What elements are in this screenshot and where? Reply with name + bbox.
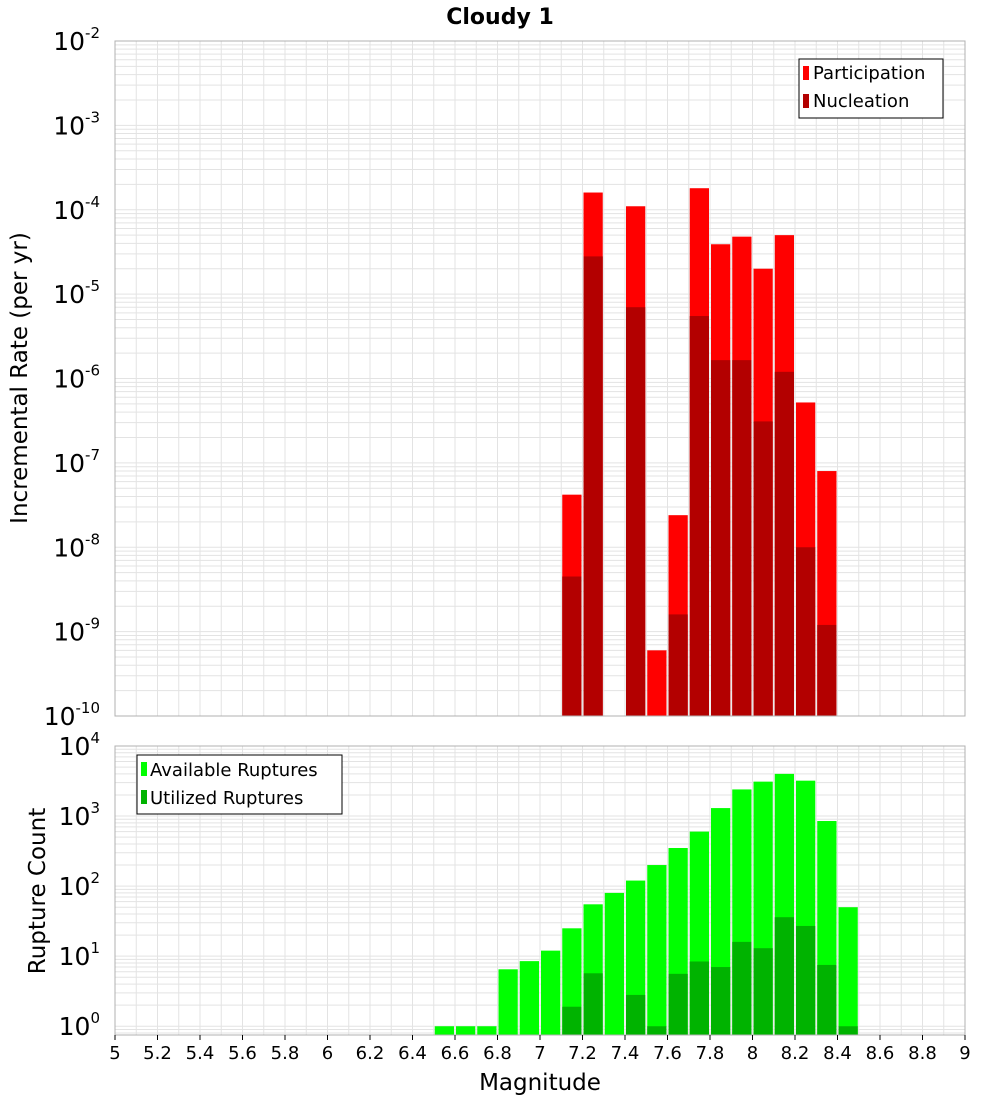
top-frame	[114, 40, 966, 717]
nucleation-bar	[626, 307, 646, 716]
y-tick-label: 103	[59, 799, 100, 831]
legend-label-nucleation: Nucleation	[813, 91, 909, 112]
y-tick-label: 10-5	[53, 277, 100, 309]
nucleation-bar	[583, 256, 603, 716]
x-axis-label: Magnitude	[479, 1070, 601, 1096]
available-ruptures-bar	[647, 865, 667, 1035]
x-tick-label: 6.2	[356, 1043, 385, 1064]
utilized-ruptures-bar	[689, 961, 709, 1035]
participation-bar	[647, 650, 667, 716]
top-y-ticks: 10-10 10-9 10-8 10-7 10-6 10-5 10-4 10-3 10-2	[44, 24, 100, 731]
nucleation-bar	[732, 360, 752, 716]
x-tick-label: 5.6	[228, 1043, 257, 1064]
bottom-legend-box	[136, 754, 343, 815]
x-tick-label: 9	[959, 1043, 970, 1064]
x-tick-label: 7.6	[653, 1043, 682, 1064]
nucleation-bar	[817, 624, 837, 716]
x-tick-label: 8.2	[781, 1043, 810, 1064]
y-tick-label: 10-10	[44, 699, 100, 731]
x-tick-label: 5	[109, 1043, 120, 1064]
x-tick-label: 8.8	[908, 1043, 937, 1064]
nucleation-bar	[796, 547, 816, 716]
top-legend: Participation Nucleation	[798, 58, 944, 119]
utilized-ruptures-bar	[796, 925, 816, 1035]
available-ruptures-bar	[519, 961, 539, 1035]
top-grid	[114, 40, 966, 717]
x-tick-label: 7.8	[696, 1043, 725, 1064]
x-tick-label: 8.4	[823, 1043, 852, 1064]
x-tick-label: 5.8	[271, 1043, 300, 1064]
y-tick-label: 104	[59, 729, 100, 761]
nucleation-bar	[753, 421, 773, 716]
x-tick-label: 6.6	[441, 1043, 470, 1064]
bottom-bars	[434, 773, 858, 1035]
nucleation-bar	[668, 614, 688, 716]
available-ruptures-bar	[838, 907, 858, 1035]
x-tick-label: 7	[534, 1043, 545, 1064]
top-panel: 10-10 10-9 10-8 10-7 10-6 10-5 10-4 10-3 10-2 In…	[7, 24, 966, 731]
utilized-ruptures-bar	[668, 973, 688, 1035]
available-ruptures-bar	[456, 1026, 476, 1035]
nucleation-bar	[711, 360, 731, 716]
y-tick-label: 10-7	[53, 446, 100, 478]
legend-label-participation: Participation	[813, 63, 925, 84]
legend-swatch-utilized	[141, 790, 147, 804]
legend-swatch-available	[141, 762, 147, 776]
x-tick-label: 8	[747, 1043, 758, 1064]
x-tick-label: 5.4	[186, 1043, 215, 1064]
legend-label-available: Available Ruptures	[150, 760, 318, 781]
y-tick-label: 10-9	[53, 615, 100, 647]
utilized-ruptures-bar	[647, 1026, 667, 1035]
nucleation-bar	[562, 576, 582, 716]
available-ruptures-bar	[604, 892, 624, 1035]
available-ruptures-bar	[541, 950, 561, 1035]
bottom-y-ticks: 100 101 102 103 104	[59, 729, 100, 1041]
x-tick-label: 5.2	[143, 1043, 172, 1064]
top-legend-box	[798, 58, 944, 119]
nucleation-bar	[774, 371, 794, 716]
bottom-legend: Available Ruptures Utilized Ruptures	[136, 754, 343, 815]
utilized-ruptures-bar	[562, 1006, 582, 1035]
x-tick-label: 6	[322, 1043, 333, 1064]
x-tick-label: 6.4	[398, 1043, 427, 1064]
y-tick-label: 10-6	[53, 362, 100, 394]
utilized-ruptures-bar	[626, 994, 646, 1035]
available-ruptures-bar	[498, 969, 518, 1035]
bottom-y-axis-label: Rupture Count	[25, 808, 51, 974]
utilized-ruptures-bar	[583, 973, 603, 1035]
top-bars	[562, 188, 837, 717]
utilized-ruptures-bar	[817, 964, 837, 1035]
legend-label-utilized: Utilized Ruptures	[150, 788, 303, 809]
x-tick-label: 7.4	[611, 1043, 640, 1064]
utilized-ruptures-bar	[753, 948, 773, 1035]
legend-swatch-nucleation	[803, 94, 809, 108]
available-ruptures-bar	[477, 1026, 497, 1035]
y-tick-label: 10-4	[53, 193, 100, 225]
utilized-ruptures-bar	[711, 967, 731, 1035]
nucleation-bar	[689, 316, 709, 716]
y-tick-label: 10-8	[53, 530, 100, 562]
utilized-ruptures-bar	[838, 1026, 858, 1035]
x-ticks: 5 5.2 5.4 5.6 5.8 6 6.2 6.4 6.6 6.8 7 7.2 7.4 7.6 7.8 8…	[109, 1035, 971, 1064]
x-tick-label: 6.8	[483, 1043, 512, 1064]
y-tick-label: 101	[59, 939, 100, 971]
x-tick-label: 8.6	[866, 1043, 895, 1064]
legend-swatch-participation	[803, 66, 809, 80]
x-tick-label: 7.2	[568, 1043, 597, 1064]
y-tick-label: 100	[59, 1009, 100, 1041]
top-y-axis-label: Incremental Rate (per yr)	[7, 232, 33, 524]
y-tick-label: 10-2	[53, 24, 100, 56]
y-tick-label: 102	[59, 869, 100, 901]
available-ruptures-bar	[434, 1026, 454, 1035]
chart-title: Cloudy 1	[446, 5, 554, 30]
bottom-panel: 100 101 102 103 104 5 5.2 5.4 5.6 5.8 6 6.2 6.4 6.6 6…	[25, 729, 971, 1096]
utilized-ruptures-bar	[732, 941, 752, 1035]
y-tick-label: 10-3	[53, 108, 100, 140]
utilized-ruptures-bar	[774, 917, 794, 1035]
